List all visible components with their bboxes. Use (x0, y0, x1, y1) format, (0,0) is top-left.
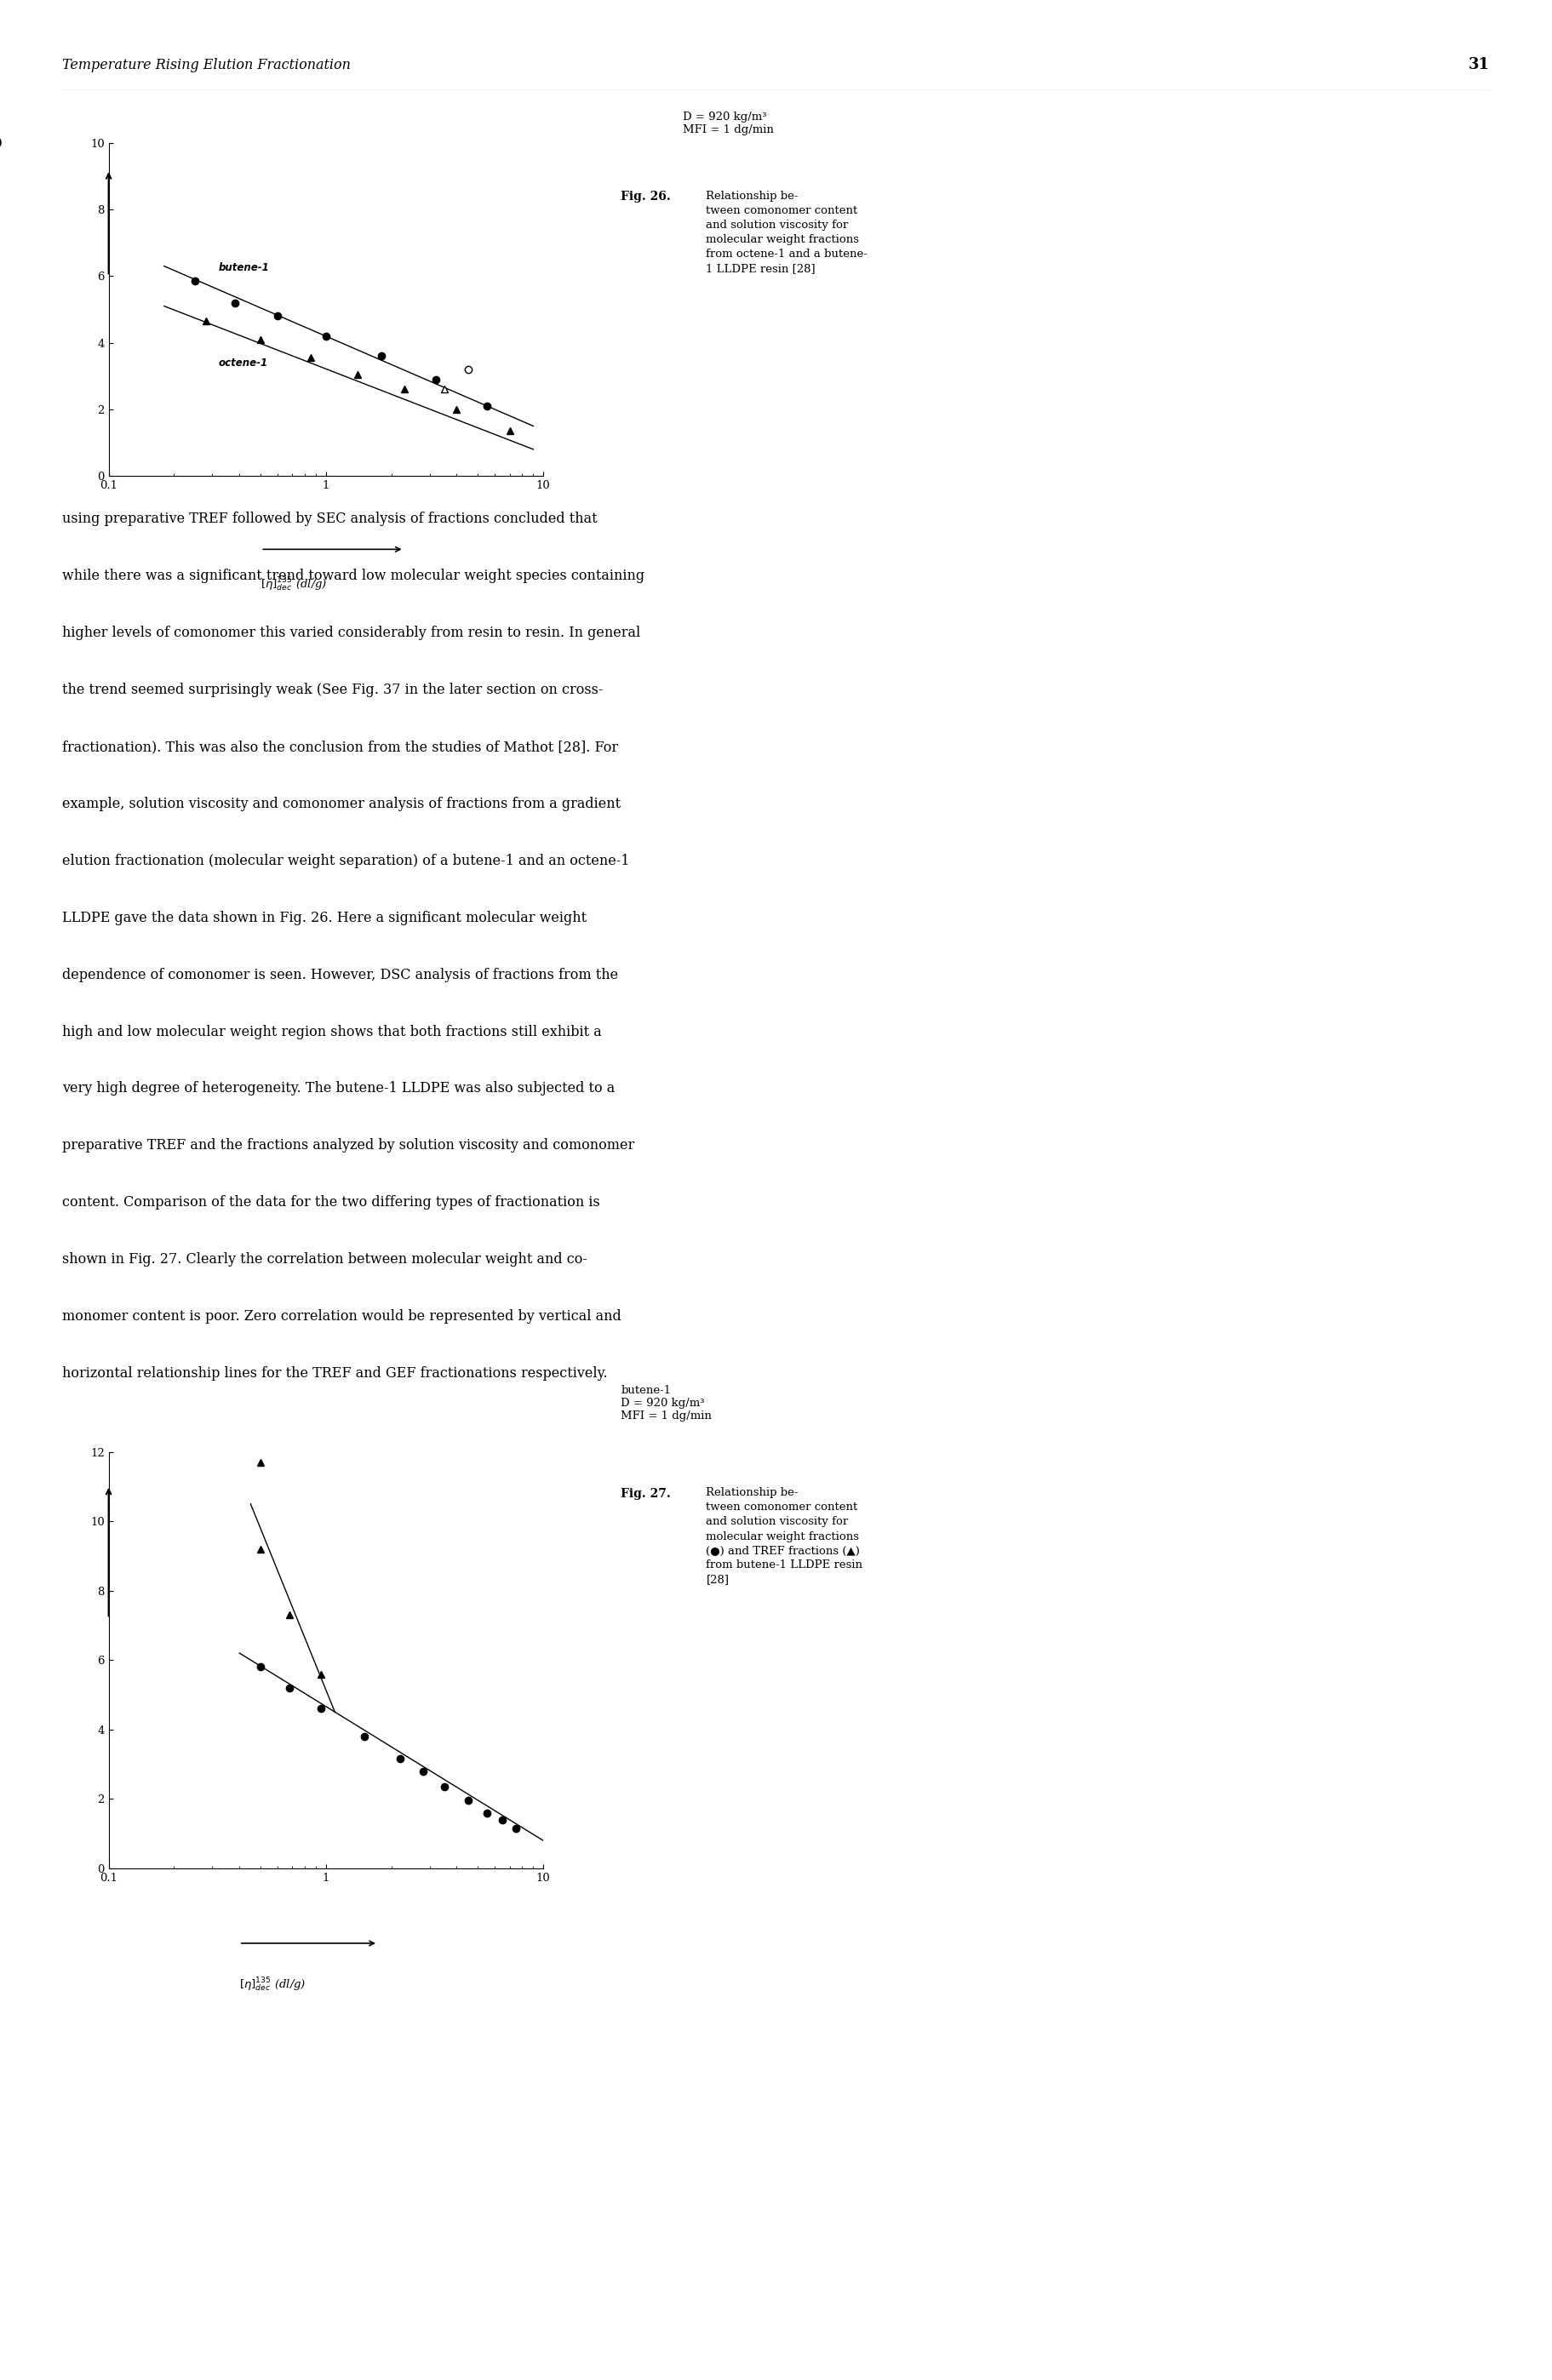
Text: butene-1
D = 920 kg/m³
MFI = 1 dg/min: butene-1 D = 920 kg/m³ MFI = 1 dg/min (621, 1385, 712, 1421)
Text: Temperature Rising Elution Fractionation: Temperature Rising Elution Fractionation (62, 57, 351, 74)
Text: $[\eta]^{135}_{dec}$ (dl/g): $[\eta]^{135}_{dec}$ (dl/g) (261, 576, 327, 593)
Text: 31: 31 (1468, 57, 1490, 74)
Text: D = 920 kg/m³
MFI = 1 dg/min: D = 920 kg/m³ MFI = 1 dg/min (683, 112, 774, 136)
Text: the trend seemed surprisingly weak (See Fig. 37 in the later section on cross-: the trend seemed surprisingly weak (See … (62, 683, 604, 697)
Text: content. Comparison of the data for the two differing types of fractionation is: content. Comparison of the data for the … (62, 1195, 601, 1209)
Text: elution fractionation (molecular weight separation) of a butene-1 and an octene-: elution fractionation (molecular weight … (62, 854, 630, 869)
Text: $[\eta]^{135}_{dec}$ (dl/g): $[\eta]^{135}_{dec}$ (dl/g) (239, 1975, 306, 1994)
Text: while there was a significant trend toward low molecular weight species containi: while there was a significant trend towa… (62, 569, 644, 583)
Text: shown in Fig. 27. Clearly the correlation between molecular weight and co-: shown in Fig. 27. Clearly the correlatio… (62, 1252, 587, 1266)
Text: Fig. 27.: Fig. 27. (621, 1488, 670, 1499)
Text: butene-1: butene-1 (219, 262, 268, 274)
Text: dependence of comonomer is seen. However, DSC analysis of fractions from the: dependence of comonomer is seen. However… (62, 969, 618, 983)
Text: high and low molecular weight region shows that both fractions still exhibit a: high and low molecular weight region sho… (62, 1023, 602, 1040)
Text: very high degree of heterogeneity. The butene-1 LLDPE was also subjected to a: very high degree of heterogeneity. The b… (62, 1081, 615, 1095)
Text: monomer content is poor. Zero correlation would be represented by vertical and: monomer content is poor. Zero correlatio… (62, 1309, 621, 1323)
Text: $X_{com}$ (%): $X_{com}$ (%) (0, 136, 3, 150)
Text: using preparative TREF followed by SEC analysis of fractions concluded that: using preparative TREF followed by SEC a… (62, 512, 598, 526)
Text: example, solution viscosity and comonomer analysis of fractions from a gradient: example, solution viscosity and comonome… (62, 797, 621, 812)
Text: Relationship be-
tween comonomer content
and solution viscosity for
molecular we: Relationship be- tween comonomer content… (706, 1488, 863, 1585)
Text: octene-1: octene-1 (219, 357, 268, 369)
Text: fractionation). This was also the conclusion from the studies of Mathot [28]. Fo: fractionation). This was also the conclu… (62, 740, 618, 754)
Text: Relationship be-
tween comonomer content
and solution viscosity for
molecular we: Relationship be- tween comonomer content… (706, 190, 868, 274)
Text: higher levels of comonomer this varied considerably from resin to resin. In gene: higher levels of comonomer this varied c… (62, 626, 641, 640)
Text: preparative TREF and the fractions analyzed by solution viscosity and comonomer: preparative TREF and the fractions analy… (62, 1138, 635, 1152)
Text: horizontal relationship lines for the TREF and GEF fractionations respectively.: horizontal relationship lines for the TR… (62, 1366, 607, 1380)
Text: LLDPE gave the data shown in Fig. 26. Here a significant molecular weight: LLDPE gave the data shown in Fig. 26. He… (62, 912, 587, 926)
Text: Fig. 26.: Fig. 26. (621, 190, 670, 202)
